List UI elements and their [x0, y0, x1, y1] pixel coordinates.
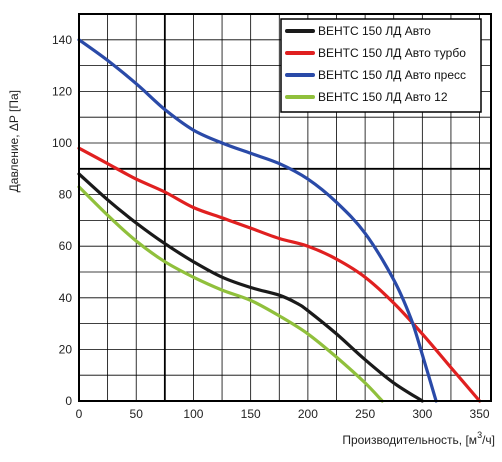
y-tick-label: 120: [52, 84, 72, 98]
y-tick-label: 60: [59, 239, 73, 253]
x-tick-labels: 0 50 100 150 200 250 300 350: [76, 407, 490, 421]
x-tick-label: 200: [298, 407, 318, 421]
x-tick-label: 250: [355, 407, 375, 421]
plot-frame: [78, 13, 492, 402]
x-axis-label: Производительность, [м3/ч]: [342, 430, 495, 447]
x-tick-label: 350: [470, 407, 490, 421]
series-line-4: [77, 185, 384, 403]
x-tick-label: 100: [183, 407, 203, 421]
y-tick-label: 20: [59, 342, 73, 356]
legend-label-4: ВЕНТС 150 ЛД Авто 12: [318, 90, 448, 104]
legend-label-1: ВЕНТС 150 ЛД Авто: [318, 24, 431, 38]
x-axis-label-main: Производительность, [м: [342, 433, 477, 447]
series-line-1: [77, 172, 424, 403]
y-tick-label: 100: [52, 136, 72, 150]
legend: ВЕНТС 150 ЛД Авто ВЕНТС 150 ЛД Авто турбо…: [280, 18, 482, 113]
x-tick-label: 300: [412, 407, 432, 421]
y-tick-label: 80: [59, 188, 73, 202]
y-tick-label: 140: [52, 33, 72, 47]
y-tick-labels: 0 20 40 60 80 100 120 140: [52, 33, 72, 408]
y-tick-label: 40: [59, 291, 73, 305]
legend-label-2: ВЕНТС 150 ЛД Авто турбо: [318, 46, 466, 60]
x-tick-label: 150: [241, 407, 261, 421]
x-tick-label: 0: [76, 407, 83, 421]
x-tick-label: 50: [130, 407, 144, 421]
x-axis-label-end: /ч]: [482, 433, 495, 447]
legend-label-3: ВЕНТС 150 ЛД Авто пресс: [318, 68, 466, 82]
y-axis-label: Давление, ΔP [Па]: [7, 90, 21, 192]
series-curves: [77, 38, 482, 403]
series-line-3: [77, 38, 438, 403]
x-axis-label-sup: 3: [477, 430, 482, 440]
y-tick-label: 0: [65, 394, 72, 408]
